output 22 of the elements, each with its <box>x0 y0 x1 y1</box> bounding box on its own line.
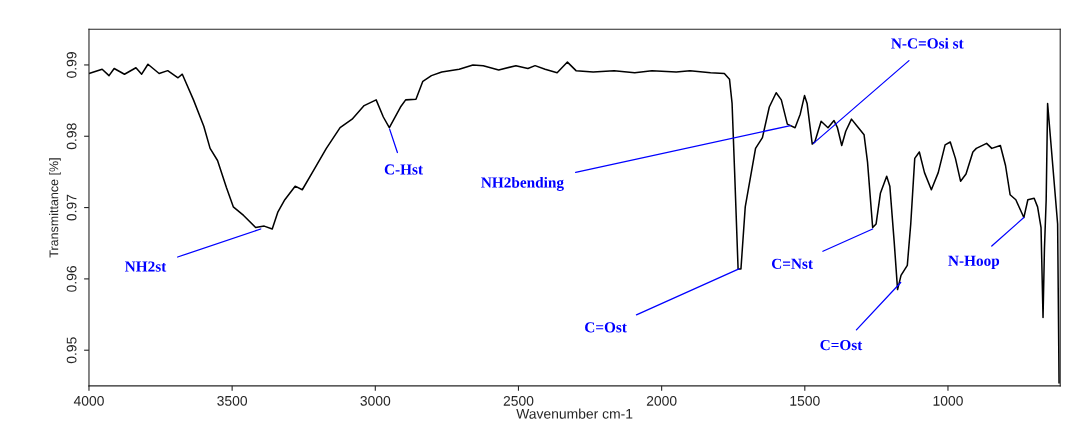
x-axis-title: Wavenumber cm-1 <box>516 408 633 419</box>
x-tick-label: 2000 <box>646 395 677 406</box>
annotation: NH2st <box>124 261 167 272</box>
y-tick-label: 0.96 <box>66 265 77 292</box>
annotation: C-Hst <box>384 164 423 175</box>
y-axis-title: Transmittance [%] <box>49 158 61 258</box>
y-tick-label: 0.97 <box>66 194 77 221</box>
x-tick-label: 3000 <box>360 395 391 406</box>
x-tick-label: 2500 <box>503 395 534 406</box>
annotation: C=Nst <box>771 258 813 269</box>
annotation: C=Ost <box>585 322 627 333</box>
annotation: N-Hoop <box>948 255 1000 269</box>
x-tick-label: 1000 <box>933 395 963 406</box>
x-tick-label: 3500 <box>217 395 248 406</box>
x-tick-label: 1500 <box>790 395 820 406</box>
annotation: N-C=Osi st <box>891 37 964 49</box>
x-tick-label: 4000 <box>73 395 104 406</box>
annotation: NH2bending <box>481 176 564 191</box>
y-tick-label: 0.99 <box>66 52 77 78</box>
y-tick-label: 0.95 <box>66 337 77 364</box>
annotation: C=Ost <box>820 339 863 351</box>
y-tick-label: 0.98 <box>66 123 77 150</box>
